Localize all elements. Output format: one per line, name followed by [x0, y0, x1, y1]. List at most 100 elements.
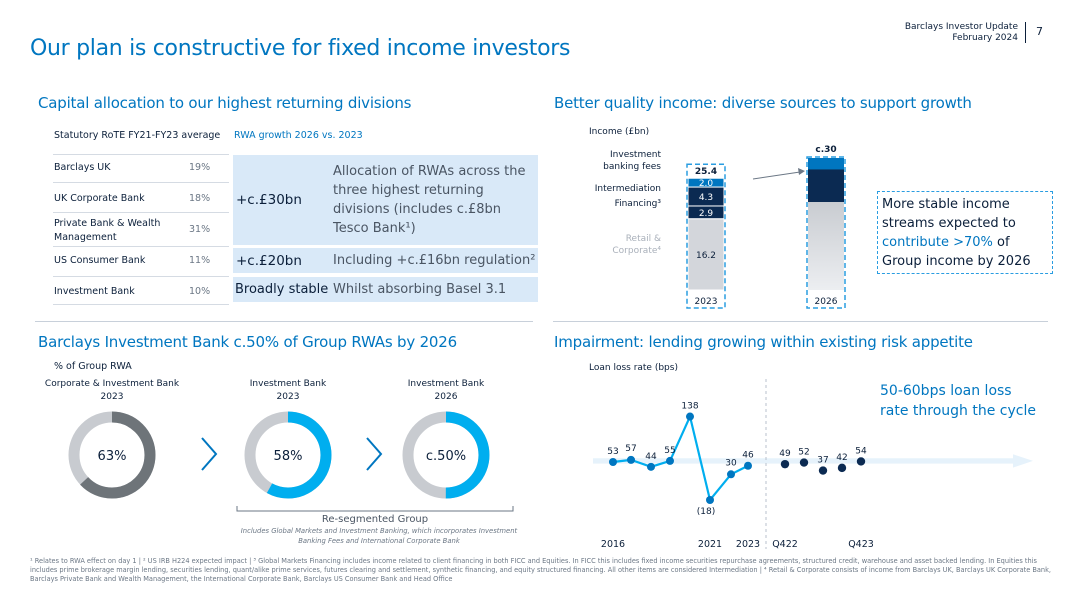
bar-dashed-frame	[806, 156, 846, 309]
chevron-right-icon	[201, 437, 218, 471]
annual-data-label: 46	[742, 451, 754, 461]
header-divider	[1025, 22, 1026, 43]
quarter-point	[856, 457, 866, 466]
page-number: 7	[1036, 25, 1043, 38]
impairment-callout-line2: rate through the cycle	[880, 403, 1036, 419]
growth-arrow-head	[798, 168, 805, 175]
donut-value-label: 63%	[98, 449, 127, 464]
row-divider	[53, 304, 229, 305]
annual-point	[647, 462, 655, 471]
impairment-callout: 50-60bps loan loss rate through the cycl…	[880, 381, 1036, 421]
capital-section-title: Capital allocation to our highest return…	[38, 94, 412, 112]
annual-data-label: 57	[625, 444, 636, 454]
row-value-investment-bank: 10%	[189, 286, 211, 297]
annual-point	[744, 461, 752, 470]
income-bar-segment	[687, 177, 725, 188]
row-divider	[53, 246, 229, 247]
income-legend-label: Intermediation	[595, 184, 661, 194]
impairment-callout-line1: 50-60bps loan loss	[880, 383, 1012, 399]
income-bar-segment	[687, 218, 725, 291]
rwa-box2-text: Including +c.£16bn regulation²	[333, 253, 536, 268]
income-legend-label: Investment	[610, 150, 661, 160]
donut-title: Corporate & Investment Bank	[45, 379, 180, 389]
rwa-box-top-three	[233, 155, 538, 245]
donut-subtitle: 2023	[101, 392, 124, 402]
ib-note-line1: Includes Global Markets and Investment B…	[241, 527, 518, 535]
row-value-uk-corporate-bank: 18%	[189, 193, 211, 204]
row-divider	[53, 182, 229, 183]
donut-value-arc	[402, 411, 490, 499]
income-legend-label: Retail &	[626, 234, 661, 244]
loan-loss-x-tick: Q423	[848, 539, 874, 550]
loan-loss-x-tick: 2021	[698, 539, 722, 550]
rwa-box-us-consumer	[233, 248, 538, 273]
income-callout-box	[877, 191, 1053, 274]
rote-column-header: Statutory RoTE FY21-FY23 average	[54, 130, 221, 141]
annual-data-label: 138	[681, 402, 698, 412]
donut-title: Investment Bank	[408, 379, 485, 389]
row-name-us-consumer-bank: US Consumer Bank	[54, 255, 146, 266]
row-value-private-bank: 31%	[189, 224, 211, 235]
income-x-tick: 2023	[695, 297, 718, 307]
annual-point	[666, 456, 674, 465]
chevron-right-icon	[366, 437, 383, 471]
income-segment-label: 16.2	[696, 251, 716, 261]
donut-value-arc	[244, 411, 332, 499]
quarter-point	[799, 458, 809, 467]
donut-subtitle: 2023	[277, 392, 300, 402]
annual-point	[727, 470, 735, 479]
loan-loss-y-axis-label: Loan loss rate (bps)	[589, 363, 678, 373]
page-title: Our plan is constructive for fixed incom…	[30, 36, 571, 61]
row-name-private-bank: Private Bank & Wealth Management	[54, 218, 161, 243]
donut-value-label: c.50%	[426, 449, 466, 464]
header-org-line: Barclays Investor Update	[904, 22, 1018, 32]
row-name-uk-corporate-bank: UK Corporate Bank	[54, 193, 145, 204]
income-section-title: Better quality income: diverse sources t…	[554, 94, 972, 112]
income-legend-label: Corporate⁴	[612, 246, 661, 256]
donut-value-label: 58%	[274, 449, 303, 464]
donut-value-arc	[68, 411, 156, 499]
annual-point	[706, 495, 714, 504]
header-date-line: February 2024	[952, 33, 1018, 43]
income-y-axis-label: Income (£bn)	[589, 127, 649, 137]
growth-arrow	[752, 171, 801, 180]
quarter-point	[818, 466, 828, 475]
income-2026-segment	[808, 202, 844, 290]
quarter-point	[780, 459, 790, 469]
resegmented-bracket	[236, 506, 514, 512]
loan-loss-x-tick: Q422	[772, 539, 798, 550]
annual-point	[627, 455, 635, 464]
rwa-growth-column-header: RWA growth 2026 vs. 2023	[234, 130, 363, 141]
income-segment-label: 2.0	[699, 179, 714, 189]
donut-subtitle: 2026	[435, 392, 458, 402]
ib-donut-charts: Corporate & Investment Bank 2023 63% Invest…	[45, 379, 518, 545]
quarter-data-label: 49	[779, 449, 791, 459]
annual-data-label: (18)	[697, 507, 715, 517]
income-legend-label: banking fees	[603, 162, 661, 172]
loan-loss-x-tick: 2016	[601, 539, 625, 550]
annual-point	[686, 412, 694, 421]
donut-title: Investment Bank	[250, 379, 327, 389]
income-stacked-bar-chart: Income (£bn) Investment banking fees Inter…	[589, 127, 846, 309]
bar-dashed-frame	[686, 163, 726, 309]
rwa-box1-text: Allocation of RWAs across the three high…	[333, 164, 526, 236]
row-value-us-consumer-bank: 11%	[189, 255, 211, 266]
divider-right	[553, 321, 1048, 322]
rwa-box3-text: Whilst absorbing Basel 3.1	[333, 282, 507, 297]
row-name-investment-bank: Investment Bank	[54, 286, 135, 297]
income-total-label: 25.4	[695, 167, 717, 177]
loan-loss-line-chart: Loan loss rate (bps) 53 57 44 55 138 (18) 30 46…	[589, 363, 1033, 550]
callout-plain: More stable income streams expected to	[882, 197, 1016, 231]
rwa-box2-amount: +c.£20bn	[236, 253, 302, 269]
resegmented-label: Re-segmented Group	[322, 514, 428, 525]
ib-note-line2: Banking Fees and International Corporate…	[298, 537, 461, 545]
callout-highlight: contribute >70%	[882, 235, 993, 250]
row-divider	[53, 154, 229, 155]
impairment-section-title: Impairment: lending growing within exist…	[554, 333, 973, 351]
annual-data-label: 30	[725, 458, 737, 468]
quarter-data-label: 52	[798, 448, 809, 458]
annual-point	[609, 458, 617, 466]
income-legend-label: Financing³	[615, 199, 662, 209]
row-divider	[53, 276, 229, 277]
row-divider	[53, 212, 229, 213]
